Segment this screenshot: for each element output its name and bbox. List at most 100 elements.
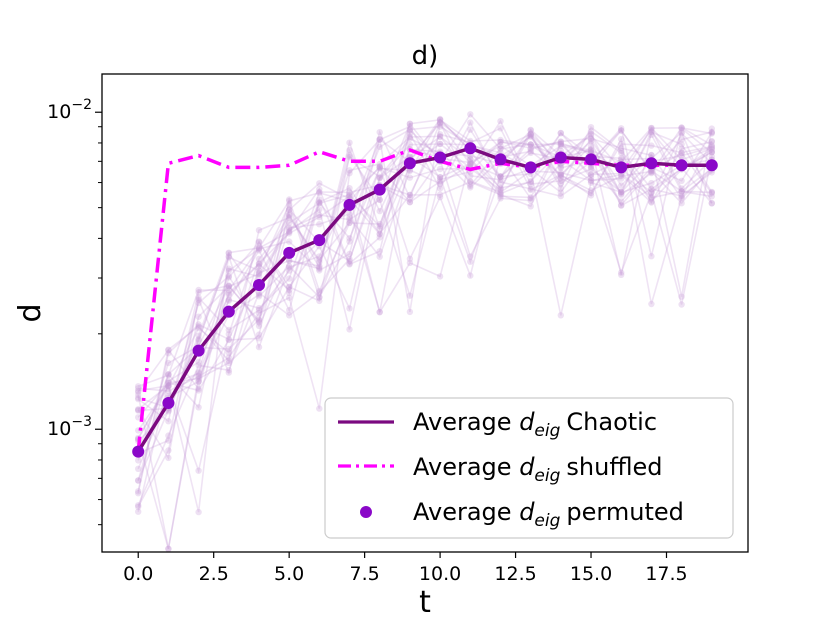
background-trace-point bbox=[467, 178, 474, 185]
background-trace-point bbox=[678, 195, 685, 202]
background-trace-point bbox=[286, 225, 293, 233]
background-trace-point bbox=[376, 136, 383, 143]
background-trace-point bbox=[316, 211, 323, 219]
background-trace-point bbox=[135, 385, 142, 392]
background-trace-point bbox=[678, 136, 685, 143]
background-trace-point bbox=[557, 138, 564, 145]
background-trace-point bbox=[376, 165, 383, 172]
background-trace bbox=[137, 129, 712, 461]
background-trace-point bbox=[286, 267, 293, 274]
background-trace-point bbox=[527, 141, 534, 148]
background-trace-point bbox=[225, 283, 232, 290]
background-trace-point bbox=[286, 286, 293, 294]
background-trace-point bbox=[286, 257, 293, 264]
background-trace-point bbox=[165, 379, 172, 386]
background-trace-point bbox=[587, 143, 595, 150]
background-trace-point bbox=[225, 273, 232, 280]
background-trace-point bbox=[316, 206, 323, 213]
background-trace-point bbox=[316, 185, 323, 193]
background-trace-point bbox=[497, 173, 504, 181]
background-trace-point bbox=[527, 133, 534, 140]
background-trace-point bbox=[346, 257, 353, 265]
background-trace-point bbox=[587, 147, 595, 154]
background-trace-point bbox=[286, 312, 293, 319]
background-trace-point bbox=[467, 184, 474, 191]
background-trace-point bbox=[286, 201, 293, 208]
background-trace bbox=[137, 125, 712, 492]
background-trace-point bbox=[376, 174, 383, 182]
background-trace-point bbox=[618, 188, 625, 195]
background-trace bbox=[137, 127, 713, 474]
background-trace bbox=[137, 130, 712, 451]
legend: Average deig Chaotic Average deig shuffled… bbox=[324, 397, 734, 539]
background-trace-point bbox=[376, 230, 383, 237]
background-trace-point bbox=[346, 152, 353, 159]
background-trace-point bbox=[286, 228, 293, 236]
background-trace-point bbox=[225, 297, 232, 304]
background-trace-point bbox=[225, 296, 232, 303]
background-trace-point bbox=[255, 239, 263, 246]
background-trace bbox=[138, 153, 713, 513]
background-trace-point bbox=[648, 128, 655, 136]
background-trace-point bbox=[436, 185, 444, 192]
background-trace-point bbox=[316, 180, 323, 187]
background-trace-point bbox=[135, 508, 142, 515]
background-trace-point bbox=[406, 141, 414, 148]
background-trace-point bbox=[195, 358, 202, 366]
background-trace-point bbox=[376, 164, 383, 171]
background-trace bbox=[137, 135, 712, 481]
series-layer bbox=[132, 142, 718, 458]
background-trace-point bbox=[678, 152, 685, 159]
background-trace-point bbox=[255, 260, 263, 267]
background-trace-point bbox=[708, 188, 715, 196]
background-trace-point bbox=[467, 178, 474, 186]
background-trace-point bbox=[527, 130, 534, 138]
background-trace-point bbox=[708, 200, 715, 207]
background-trace-point bbox=[436, 173, 444, 181]
background-trace-point bbox=[618, 172, 625, 180]
background-trace-point bbox=[678, 130, 685, 137]
background-trace-point bbox=[678, 293, 685, 300]
background-trace-point bbox=[406, 199, 414, 206]
background-trace-point bbox=[527, 126, 534, 133]
series-permuted-point bbox=[192, 344, 205, 357]
background-trace-point bbox=[195, 373, 202, 380]
background-trace-point bbox=[497, 189, 504, 196]
background-trace-point bbox=[467, 156, 474, 163]
background-trace-point bbox=[135, 406, 142, 413]
legend-permuted-label: Average deig permuted bbox=[413, 498, 684, 531]
background-trace-point bbox=[195, 296, 202, 303]
background-trace-point bbox=[346, 216, 353, 223]
background-trace-point bbox=[497, 173, 504, 180]
background-trace-point bbox=[708, 144, 715, 151]
background-trace-point bbox=[618, 140, 625, 148]
background-trace bbox=[137, 132, 713, 461]
background-trace-point bbox=[225, 345, 232, 353]
background-trace-point bbox=[708, 141, 715, 149]
background-trace-point bbox=[195, 370, 202, 377]
background-trace-point bbox=[648, 253, 655, 260]
background-trace-point bbox=[467, 258, 474, 265]
background-trace-point bbox=[497, 178, 504, 186]
background-trace-point bbox=[497, 173, 504, 180]
background-trace-point bbox=[467, 111, 474, 118]
background-trace-point bbox=[527, 132, 534, 139]
background-trace-point bbox=[165, 408, 172, 415]
background-trace-point bbox=[225, 265, 232, 272]
background-trace-point bbox=[316, 188, 323, 196]
background-trace-point bbox=[376, 136, 383, 143]
background-trace-point bbox=[406, 120, 414, 127]
background-trace-point bbox=[376, 309, 383, 316]
background-trace-point bbox=[587, 163, 595, 171]
background-trace-point bbox=[557, 177, 564, 185]
background-trace-point bbox=[165, 432, 172, 439]
background-trace-point bbox=[406, 130, 414, 137]
background-trace-point bbox=[135, 387, 142, 394]
background-trace-point bbox=[346, 219, 353, 226]
background-trace-point bbox=[135, 395, 142, 403]
background-trace-point bbox=[376, 143, 383, 151]
background-trace-point bbox=[497, 190, 504, 197]
background-trace-point bbox=[557, 141, 564, 148]
background-trace-point bbox=[286, 214, 293, 221]
background-trace-point bbox=[618, 202, 625, 209]
